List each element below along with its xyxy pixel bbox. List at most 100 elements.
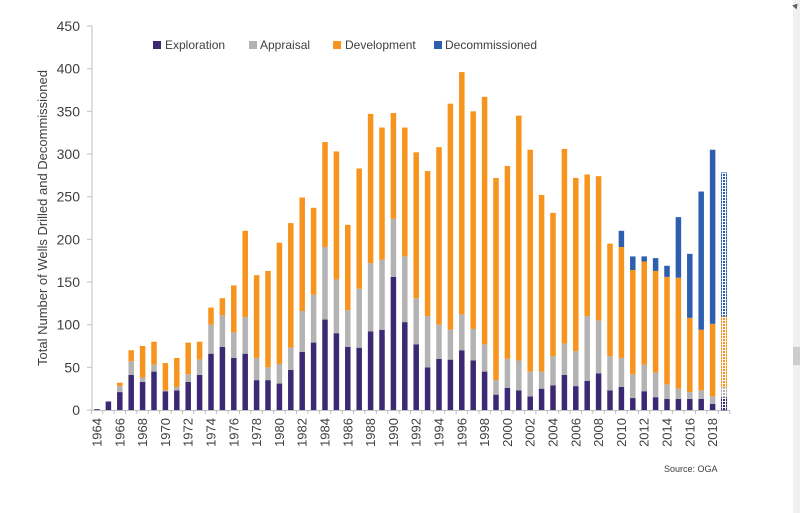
bar-decommissioned-2013 [652,258,659,271]
bar-stack-2000 [504,165,511,410]
bar-development-1979 [265,270,271,368]
bar-development-1980 [276,242,283,364]
bar-stack-1974 [208,307,214,410]
bar-development-1997 [470,111,476,329]
bar-stack-2007 [584,174,590,410]
bar-appraisal-2017 [698,390,704,399]
y-tick-label: 50 [64,359,80,375]
bar-development-1967 [128,350,134,362]
bar-appraisal-1985 [333,279,340,334]
y-axis-title: Total Number of Wells Drilled and Decomm… [35,70,50,366]
x-tick-label: 1990 [386,418,401,447]
bar-exploration-1995 [447,359,454,410]
x-tick-label: 2008 [591,418,606,447]
bar-development-1995 [447,103,454,330]
bar-appraisal-2013 [652,372,659,398]
bar-appraisal-1980 [276,363,283,384]
bar-exploration-1993 [424,367,431,410]
bar-development-1974 [208,307,214,325]
x-tick-label: 1978 [249,418,264,447]
x-tick-label: 1976 [226,418,241,447]
bar-development-1996 [459,72,465,315]
bar-stack-1972 [185,342,191,410]
bar-appraisal-1998 [481,344,488,372]
bar-stack-2008 [595,176,602,410]
bar-appraisal-1992 [413,298,419,345]
vertical-scrollbar[interactable] [792,0,800,513]
bar-decommissioned-2010 [618,230,625,248]
y-tick-label: 300 [57,146,81,162]
bar-stack-1987 [356,168,362,410]
bar-development-2018 [709,323,716,397]
bar-stack-1979 [265,270,271,410]
x-tick-label: 2014 [660,418,675,447]
bar-exploration-1981 [288,369,294,410]
bar-appraisal-1995 [447,329,454,360]
x-tick-label: 1964 [90,418,105,447]
bar-appraisal-2019 [720,386,728,398]
bar-development-1978 [253,275,260,358]
bar-stack-1984 [322,142,328,410]
y-axis: 0 50 100 150 200 250 300 350 400 450 [57,18,93,418]
x-tick-label: 2004 [546,418,561,447]
bar-decommissioned-2018 [709,149,716,324]
bar-exploration-1977 [242,353,248,410]
x-tick-label: 1972 [181,418,196,447]
bar-appraisal-1991 [402,256,408,323]
bar-appraisal-2000 [504,358,511,388]
bar-appraisal-1973 [196,359,203,376]
legend-label-development: Development [345,38,416,52]
bar-stack-2001 [516,115,522,410]
bar-exploration-2007 [584,380,590,410]
x-tick-label: 1998 [477,418,492,447]
bar-stack-2016 [687,253,693,410]
bar-development-1983 [310,207,317,295]
x-tick-label: 2016 [682,418,697,447]
bar-exploration-1971 [174,390,180,410]
bar-development-1968 [139,346,146,378]
x-tick-label: 2010 [614,418,629,447]
bar-exploration-1967 [128,375,134,410]
bar-appraisal-2007 [584,316,590,381]
bar-stack-1971 [174,357,180,410]
bar-exploration-2014 [664,398,670,410]
bar-development-2015 [675,277,682,389]
bar-development-2009 [607,243,613,357]
bar-development-1982 [299,197,305,312]
bar-stack-1976 [231,285,237,410]
bar-stack-1966 [117,382,123,410]
bar-development-1984 [322,142,328,248]
bar-appraisal-2009 [607,356,613,391]
x-tick-label: 2012 [637,418,652,447]
bar-development-1977 [242,230,248,317]
bar-stack-1975 [219,298,226,410]
bar-stack-1981 [288,223,294,410]
bar-exploration-1982 [299,351,305,410]
legend-label-decommissioned: Decommissioned [445,38,537,52]
bar-development-1986 [345,224,351,311]
bar-development-2010 [618,247,625,358]
scroll-up-arrow-icon[interactable] [792,1,800,10]
x-tick-label: 1996 [454,418,469,447]
bar-appraisal-2012 [641,364,647,392]
bar-stack-2002 [527,149,533,410]
bars [94,72,728,411]
legend-swatch-exploration [153,41,161,49]
bar-exploration-1986 [345,346,351,410]
bar-stack-2010 [618,230,625,410]
bar-appraisal-1975 [219,315,226,347]
bar-exploration-2004 [550,385,556,410]
bar-appraisal-1970 [162,390,169,392]
bar-appraisal-1982 [299,311,305,352]
bar-stack-2014 [664,265,670,410]
scrollbar-thumb[interactable] [793,347,800,365]
bar-appraisal-1983 [310,294,317,343]
bar-development-1988 [367,113,374,264]
bar-stack-1978 [253,275,260,410]
bar-exploration-1973 [196,375,203,410]
bar-stack-1968 [139,346,146,410]
bar-exploration-2000 [504,387,511,410]
bar-exploration-1975 [219,346,226,410]
bar-exploration-1985 [333,333,340,410]
bar-stack-2011 [630,256,636,410]
